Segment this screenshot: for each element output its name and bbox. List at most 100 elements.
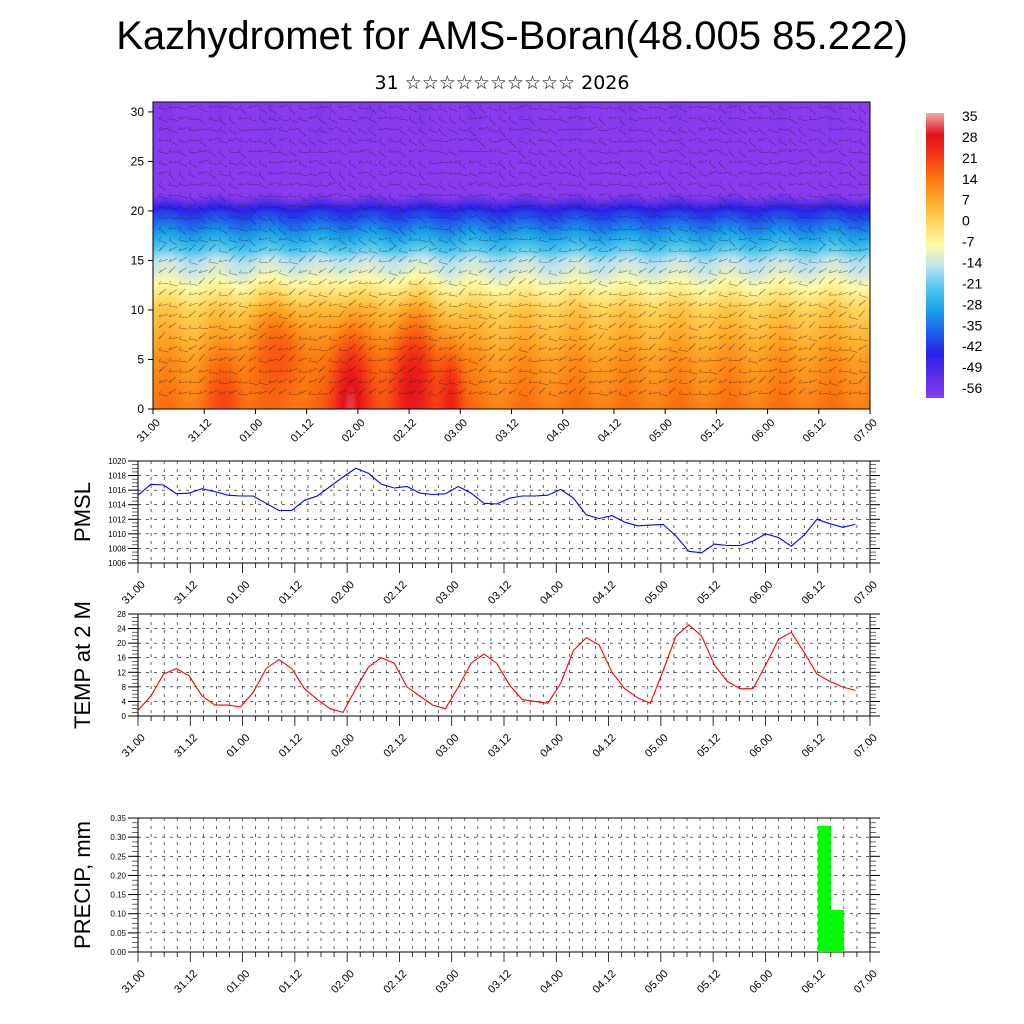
wind-barb <box>548 244 556 252</box>
wind-barb <box>828 349 838 352</box>
wind-barb <box>858 327 869 329</box>
wind-barb <box>848 250 859 252</box>
wind-barb <box>618 195 629 198</box>
wind-barb-flag <box>728 368 732 373</box>
wind-barb <box>408 324 418 329</box>
wind-barb-flag <box>748 192 752 197</box>
wind-barb-flag <box>658 104 662 109</box>
wind-barb-flag <box>408 368 412 373</box>
wind-barb <box>548 184 557 191</box>
wind-barb-flag <box>828 258 832 263</box>
ytick-label: 0 <box>122 712 127 721</box>
wind-barb-flag <box>708 137 712 142</box>
wind-barb-flag <box>758 247 762 252</box>
wind-barb-flag <box>698 346 702 351</box>
wind-barb-flag <box>238 236 242 241</box>
wind-barb-flag <box>468 104 472 109</box>
wind-barb <box>618 360 629 362</box>
wind-barb-flag <box>758 258 762 263</box>
wind-barb <box>468 279 478 285</box>
wind-barb-flag <box>818 335 822 340</box>
xtick-label: 07.00 <box>852 579 880 607</box>
wind-barb-flag <box>558 203 562 208</box>
wind-barb-flag <box>698 115 702 120</box>
wind-barb-flag <box>608 379 612 384</box>
wind-barb <box>768 357 778 362</box>
wind-barb-flag <box>858 214 862 219</box>
wind-barb-flag <box>638 170 642 175</box>
wind-barb <box>748 377 757 384</box>
xtick-label: 31.00 <box>120 579 148 607</box>
wind-barb-flag <box>578 214 582 219</box>
wind-barb-flag <box>728 335 732 340</box>
wind-barb <box>428 151 439 153</box>
wind-barb-flag <box>568 346 572 351</box>
wind-barb <box>238 310 246 318</box>
wind-barb <box>398 365 406 373</box>
wind-barb-flag <box>668 269 672 274</box>
wind-barb <box>408 107 418 113</box>
wind-barb <box>388 105 398 109</box>
wind-barb-flag <box>278 192 282 197</box>
wind-barb-flag <box>458 368 462 373</box>
wind-barb-flag <box>288 390 292 395</box>
wind-barb-flag <box>638 159 642 164</box>
wind-barb-flag <box>748 324 752 329</box>
wind-barb <box>728 248 738 252</box>
wind-barb-flag <box>788 126 792 131</box>
wind-barb <box>358 107 369 109</box>
wind-barb <box>848 382 859 384</box>
wind-barb-flag <box>288 313 292 318</box>
wind-barb-flag <box>488 291 492 296</box>
wind-barb <box>688 377 697 384</box>
wind-barb <box>448 305 459 308</box>
wind-barb-flag <box>358 104 362 109</box>
wind-barb <box>688 173 697 180</box>
wind-barb-flag <box>178 269 182 274</box>
wind-barb-flag <box>178 214 182 219</box>
wind-barb <box>758 281 768 285</box>
wind-barb-flag <box>738 324 742 329</box>
wind-barb-flag <box>668 379 672 384</box>
wind-barb-flag <box>508 181 512 186</box>
wind-barb <box>478 115 488 120</box>
wind-barb <box>808 278 817 285</box>
wind-barb <box>828 239 837 246</box>
wind-barb <box>178 327 188 330</box>
wind-barb <box>268 182 278 186</box>
wind-barb <box>298 173 308 177</box>
wind-barb-flag <box>328 159 332 164</box>
wind-barb-flag <box>298 225 302 230</box>
wind-barb <box>748 149 758 153</box>
wind-barb <box>688 266 696 274</box>
wind-barb <box>308 294 318 298</box>
wind-barb <box>278 206 288 212</box>
wind-barb-flag <box>328 225 332 230</box>
wind-barb-flag <box>198 302 202 307</box>
wind-barb <box>528 107 538 111</box>
wind-barb-flag <box>278 115 282 120</box>
wind-barb <box>628 389 638 395</box>
wind-barb-flag <box>378 159 382 164</box>
wind-barb-flag <box>228 192 232 197</box>
wind-barb-flag <box>578 346 582 351</box>
wind-barb-flag <box>578 291 582 296</box>
wind-barb <box>398 184 407 190</box>
ytick-label: 24 <box>117 625 126 634</box>
wind-barb-flag <box>658 137 662 142</box>
wind-barb-flag <box>248 170 252 175</box>
wind-barb <box>288 261 298 265</box>
wind-barb <box>558 118 568 123</box>
wind-barb-flag <box>588 379 592 384</box>
wind-barb <box>308 283 319 285</box>
wind-barb-flag <box>198 291 202 296</box>
wind-barb-flag <box>688 170 692 175</box>
wind-barb <box>358 116 368 120</box>
wind-barb <box>818 290 827 296</box>
wind-barb <box>228 333 237 340</box>
heatmap-xtick-label: 06.12 <box>801 417 829 445</box>
wind-barb-flag <box>788 368 792 373</box>
wind-barb <box>808 138 818 142</box>
wind-barb <box>568 149 578 153</box>
wind-barb <box>518 151 526 159</box>
